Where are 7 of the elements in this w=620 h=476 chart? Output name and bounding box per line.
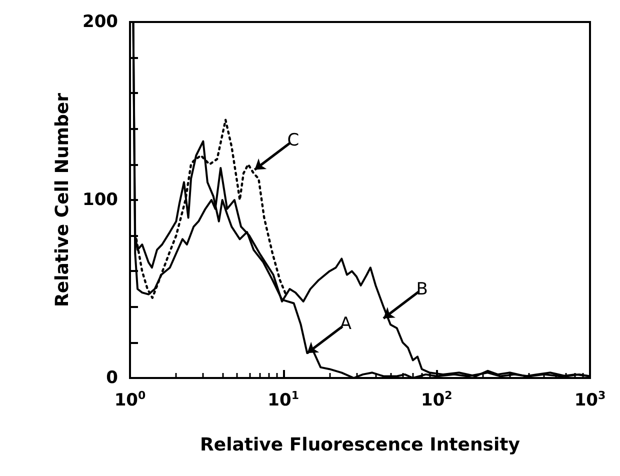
y-tick-label: 0	[106, 368, 118, 388]
y-tick-label: 200	[82, 12, 118, 32]
x-axis-title: Relative Fluorescence Intensity	[200, 434, 520, 456]
y-axis-title: Relative Cell Number	[52, 92, 74, 307]
y-tick-label: 100	[82, 190, 118, 210]
annotation: C	[287, 130, 300, 151]
annotation: B	[416, 279, 428, 300]
